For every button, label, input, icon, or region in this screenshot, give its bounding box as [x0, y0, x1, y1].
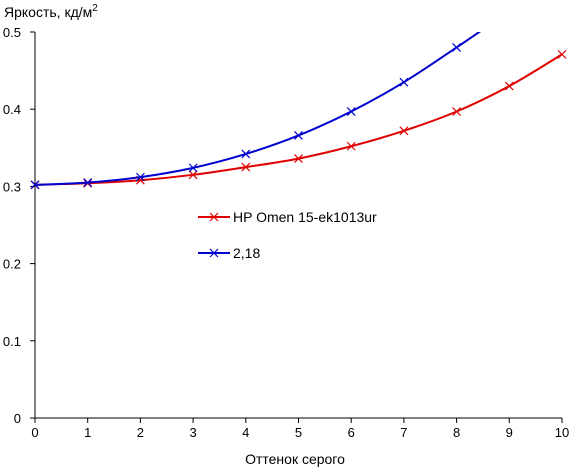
- x-tick-label: 9: [506, 425, 513, 440]
- series-layer: [30, 32, 567, 190]
- x-tick-label: 1: [84, 425, 91, 440]
- y-tick-label: 0.2: [3, 257, 21, 272]
- y-axis-title: Яркость, кд/м2: [4, 3, 98, 20]
- legend-label: HP Omen 15-ek1013ur: [233, 209, 377, 225]
- x-tick-label: 10: [555, 425, 569, 440]
- legend: HP Omen 15-ek1013ur 2,18: [198, 209, 377, 261]
- axes: [34, 32, 562, 419]
- legend-marker: [209, 212, 219, 222]
- legend-marker: [209, 248, 219, 258]
- x-tick-label: 5: [295, 425, 302, 440]
- data-point: [188, 163, 198, 173]
- data-point: [346, 141, 356, 151]
- legend-item: 2,18: [198, 245, 260, 261]
- y-tick-label: 0.1: [3, 334, 21, 349]
- x-tick-label: 4: [242, 425, 249, 440]
- series-1: [30, 49, 567, 190]
- data-point: [399, 77, 409, 87]
- data-point: [241, 162, 251, 172]
- y-tick-label: 0.4: [3, 102, 21, 117]
- data-point: [346, 107, 356, 116]
- x-tick-label: 3: [189, 425, 196, 440]
- data-point: [241, 149, 251, 159]
- x-axis-title: Оттенок серого: [245, 451, 345, 467]
- series-line: [35, 53, 563, 186]
- data-point: [30, 180, 40, 190]
- series-2: [30, 32, 482, 190]
- x-tick-label: 8: [453, 425, 460, 440]
- y-axis-title-sup: 2: [92, 3, 98, 14]
- data-point: [452, 43, 462, 52]
- legend-item: HP Omen 15-ek1013ur: [198, 209, 377, 225]
- data-point: [294, 154, 303, 164]
- data-point: [504, 81, 514, 91]
- series-line: [35, 32, 482, 186]
- y-tick-label: 0: [14, 411, 21, 426]
- legend-label: 2,18: [233, 245, 260, 261]
- x-tick-label: 2: [137, 425, 144, 440]
- data-point: [557, 49, 567, 59]
- data-point: [399, 126, 409, 136]
- data-point: [188, 170, 198, 180]
- x-tick-label: 0: [31, 425, 38, 440]
- data-point: [135, 172, 145, 182]
- x-tick-label: 7: [400, 425, 407, 440]
- y-tick-label: 0.3: [3, 179, 21, 194]
- data-point: [294, 131, 303, 140]
- ticks: 0 1 2 3 4 5 6 7 8 9 10 0 0.1 0.2 0.3 0.4 0.5: [3, 25, 569, 440]
- data-point: [452, 107, 462, 116]
- x-tick-label: 6: [348, 425, 355, 440]
- y-tick-label: 0.5: [3, 25, 21, 40]
- data-point: [83, 178, 93, 187]
